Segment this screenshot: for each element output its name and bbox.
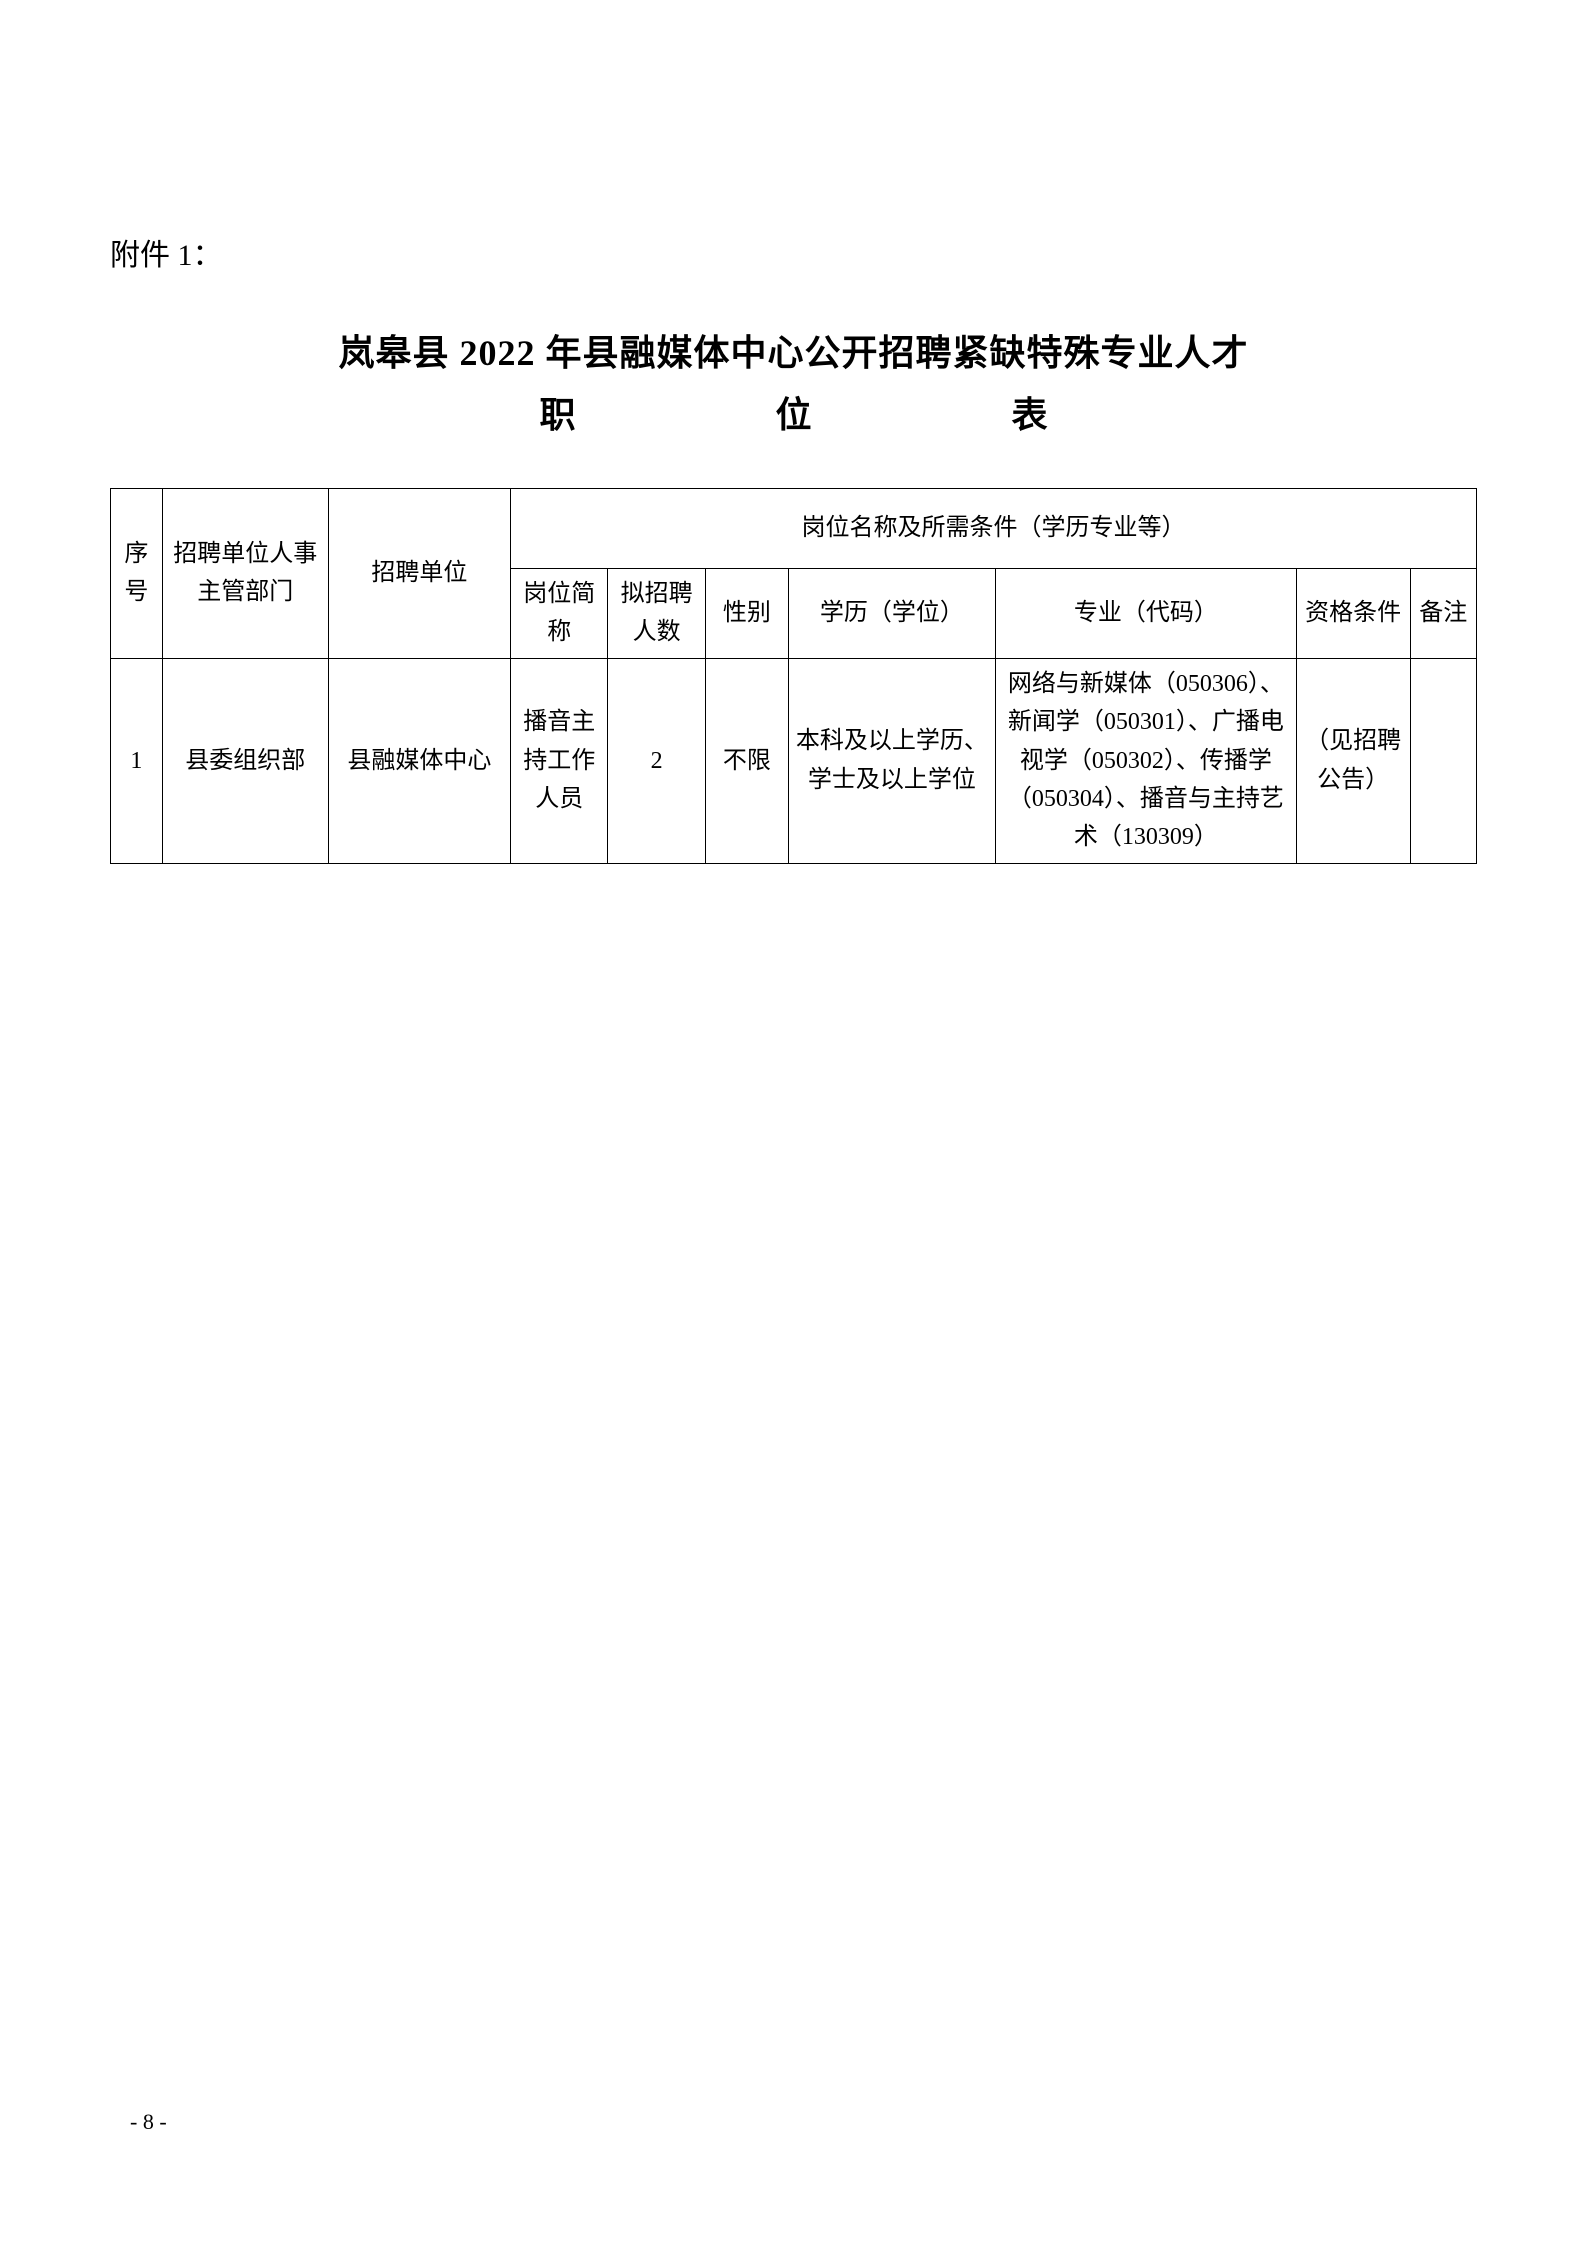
- cell-seq: 1: [111, 658, 163, 863]
- cell-unit: 县融媒体中心: [328, 658, 510, 863]
- header-edu: 学历（学位）: [788, 569, 995, 659]
- positions-table: 序号 招聘单位人事主管部门 招聘单位 岗位名称及所需条件（学历专业等） 岗位简称…: [110, 488, 1477, 864]
- header-seq: 序号: [111, 489, 163, 659]
- header-jobname: 岗位简称: [511, 569, 608, 659]
- header-unit: 招聘单位: [328, 489, 510, 659]
- title-char-1: 职: [539, 386, 575, 438]
- document-title: 岚皋县 2022 年县融媒体中心公开招聘紧缺特殊专业人才 职 位 表: [110, 324, 1477, 438]
- header-count: 拟招聘人数: [608, 569, 705, 659]
- page-number: - 8 -: [130, 2109, 167, 2135]
- title-line-2: 职 位 表: [110, 386, 1477, 438]
- cell-jobname: 播音主持工作人员: [511, 658, 608, 863]
- header-remark: 备注: [1410, 569, 1476, 659]
- table-header-row-1: 序号 招聘单位人事主管部门 招聘单位 岗位名称及所需条件（学历专业等）: [111, 489, 1477, 569]
- header-qual: 资格条件: [1296, 569, 1410, 659]
- header-conditions-group: 岗位名称及所需条件（学历专业等）: [511, 489, 1477, 569]
- header-dept: 招聘单位人事主管部门: [162, 489, 328, 659]
- header-gender: 性别: [705, 569, 788, 659]
- cell-qual: （见招聘公告）: [1296, 658, 1410, 863]
- cell-dept: 县委组织部: [162, 658, 328, 863]
- table-row: 1 县委组织部 县融媒体中心 播音主持工作人员 2 不限 本科及以上学历、学士及…: [111, 658, 1477, 863]
- header-major: 专业（代码）: [996, 569, 1297, 659]
- attachment-label: 附件 1：: [110, 230, 1477, 274]
- cell-remark: [1410, 658, 1476, 863]
- cell-count: 2: [608, 658, 705, 863]
- cell-gender: 不限: [705, 658, 788, 863]
- title-line-1: 岚皋县 2022 年县融媒体中心公开招聘紧缺特殊专业人才: [110, 324, 1477, 376]
- cell-major: 网络与新媒体（050306）、新闻学（050301）、广播电视学（050302）…: [996, 658, 1297, 863]
- title-char-3: 表: [1012, 386, 1048, 438]
- title-char-2: 位: [775, 386, 811, 438]
- cell-edu: 本科及以上学历、学士及以上学位: [788, 658, 995, 863]
